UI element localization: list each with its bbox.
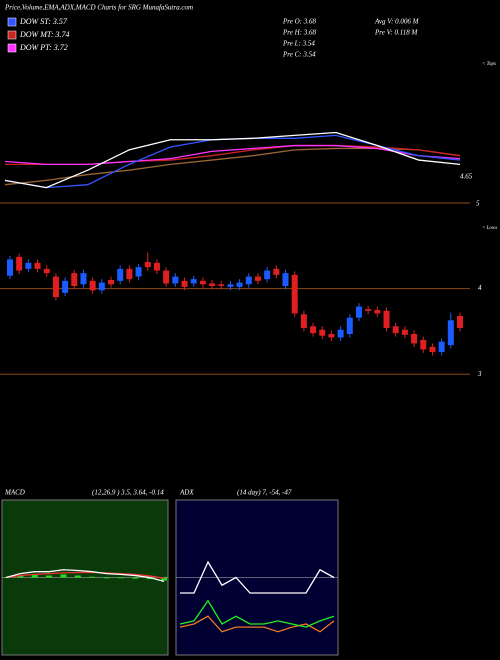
candle-body xyxy=(328,334,335,338)
histogram-bar xyxy=(17,575,24,578)
histogram-bar xyxy=(3,577,9,578)
candle-body xyxy=(245,276,252,285)
candle-body xyxy=(62,280,69,293)
histogram-bar xyxy=(161,577,167,581)
legend-label: DOW MT: 3.74 xyxy=(19,30,70,39)
panel-title: MACD xyxy=(4,489,25,497)
info: Pre C: 3.54 xyxy=(282,51,316,59)
legend-swatch xyxy=(7,17,17,27)
legend-swatch xyxy=(7,43,17,53)
y-tick-label: 4 xyxy=(478,284,482,292)
info: Avg V: 0.006 M xyxy=(374,18,420,26)
candle-body xyxy=(355,306,362,318)
candle-body xyxy=(447,320,454,346)
candle-body xyxy=(429,346,436,352)
candle-body xyxy=(401,329,408,335)
candle-body xyxy=(163,270,170,284)
y-tick-label: 3 xyxy=(477,370,482,378)
candle-body xyxy=(218,284,225,286)
candle-body xyxy=(273,268,280,275)
series-line xyxy=(5,569,165,583)
series-line xyxy=(179,615,335,633)
candle-body xyxy=(438,341,445,352)
candle-body xyxy=(144,262,151,268)
candle-body xyxy=(457,316,463,328)
series-line xyxy=(180,560,335,594)
candle-body xyxy=(199,280,206,285)
candle-body xyxy=(135,267,142,277)
series-line xyxy=(4,144,461,166)
candle-body xyxy=(420,340,427,350)
histogram-bar xyxy=(60,574,67,578)
candle-body xyxy=(374,310,381,314)
candle-body xyxy=(346,317,353,334)
series-line xyxy=(5,571,165,579)
candle-body xyxy=(98,282,105,291)
candle-body xyxy=(71,273,78,286)
candle-body xyxy=(190,279,197,284)
annotation: 5 xyxy=(476,200,480,208)
candle-body xyxy=(254,276,261,281)
histogram-bar xyxy=(31,574,38,578)
annotation: < Tops xyxy=(482,62,496,67)
candle-body xyxy=(181,280,188,287)
candle-body xyxy=(117,268,124,281)
panel-title: ADX xyxy=(179,489,194,497)
legend-swatch xyxy=(7,30,17,40)
candle-body xyxy=(89,280,96,291)
candle-body xyxy=(34,262,41,269)
candle-body xyxy=(411,334,418,344)
candle-body xyxy=(16,256,23,271)
candle-body xyxy=(236,282,243,287)
info: Pre O: 3.68 xyxy=(282,18,316,26)
candle-body xyxy=(126,268,133,280)
candle-body xyxy=(383,310,390,328)
annotation: 4.65 xyxy=(460,173,473,181)
candle-body xyxy=(43,268,50,274)
candle-body xyxy=(25,262,32,269)
candle-body xyxy=(7,259,13,276)
annotation: < Lows xyxy=(482,226,497,231)
candle-body xyxy=(319,329,326,336)
panel-subtitle: (14 day) 7, -54, -47 xyxy=(237,489,292,497)
panel-subtitle: (12,26,9 ) 3.5, 3.64, -0.14 xyxy=(92,489,164,497)
histogram-bar xyxy=(74,575,81,578)
candle-body xyxy=(291,274,298,314)
info: Pre H: 3.68 xyxy=(282,29,316,37)
histogram-bar xyxy=(89,576,96,578)
candle-body xyxy=(227,284,234,287)
legend-label: DOW ST: 3.57 xyxy=(19,17,68,26)
histogram-bar xyxy=(117,577,124,579)
candle-body xyxy=(52,276,59,298)
candle-body xyxy=(337,329,344,338)
chart-title: Price,Volume,EMA,ADX,MACD Charts for SRG… xyxy=(4,4,193,12)
candle-body xyxy=(209,283,216,286)
candle-body xyxy=(108,280,115,285)
histogram-bar xyxy=(46,575,53,578)
histogram-bar xyxy=(146,577,153,580)
series-line xyxy=(179,599,335,628)
candle-body xyxy=(365,309,372,311)
legend-label: DOW PT: 3.72 xyxy=(19,43,68,52)
info: Pre V: 0.118 M xyxy=(374,29,418,37)
series-line xyxy=(4,131,461,189)
candle-body xyxy=(80,273,87,285)
candle-body xyxy=(300,314,307,328)
candle-body xyxy=(282,273,289,286)
histogram-bar xyxy=(132,577,139,579)
candle-body xyxy=(392,326,399,334)
info: Pre L: 3.54 xyxy=(282,40,315,48)
candle-body xyxy=(172,276,179,284)
candle-body xyxy=(264,270,271,280)
histogram-bar xyxy=(103,577,110,579)
series-line xyxy=(4,147,461,186)
candle-body xyxy=(153,262,160,271)
candle-body xyxy=(310,326,317,334)
